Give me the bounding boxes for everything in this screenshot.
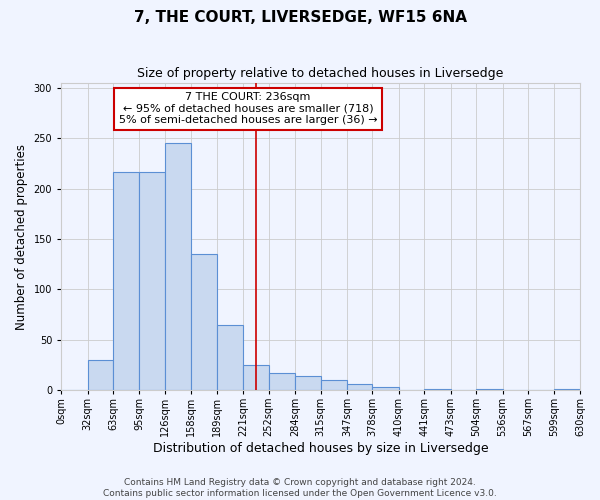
Bar [243, 365, 269, 390]
Text: 7, THE COURT, LIVERSEDGE, WF15 6NA: 7, THE COURT, LIVERSEDGE, WF15 6NA [133, 10, 467, 25]
Bar [476, 389, 503, 390]
Bar [139, 172, 165, 390]
Bar [295, 376, 320, 390]
Bar [424, 389, 451, 390]
X-axis label: Distribution of detached houses by size in Liversedge: Distribution of detached houses by size … [153, 442, 488, 455]
Bar [320, 380, 347, 390]
Y-axis label: Number of detached properties: Number of detached properties [15, 144, 28, 330]
Title: Size of property relative to detached houses in Liversedge: Size of property relative to detached ho… [137, 68, 504, 80]
Bar [191, 254, 217, 390]
Bar [217, 324, 243, 390]
Bar [347, 384, 373, 390]
Bar [113, 172, 139, 390]
Bar [165, 144, 191, 390]
Text: 7 THE COURT: 236sqm
← 95% of detached houses are smaller (718)
5% of semi-detach: 7 THE COURT: 236sqm ← 95% of detached ho… [119, 92, 377, 126]
Bar [88, 360, 113, 390]
Bar [554, 389, 580, 390]
Text: Contains HM Land Registry data © Crown copyright and database right 2024.
Contai: Contains HM Land Registry data © Crown c… [103, 478, 497, 498]
Bar [269, 373, 295, 390]
Bar [373, 387, 399, 390]
